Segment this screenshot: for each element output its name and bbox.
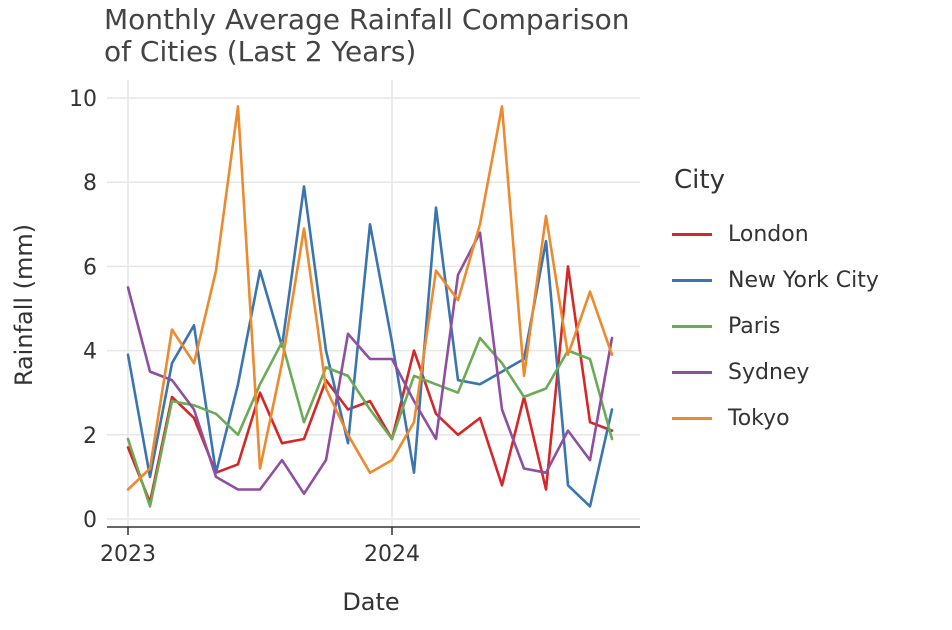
y-tick-label: 2 bbox=[83, 424, 97, 449]
legend-label: New York City bbox=[728, 267, 879, 293]
legend-swatch bbox=[672, 278, 712, 282]
series-line-paris bbox=[126, 336, 614, 508]
y-tick-label: 0 bbox=[83, 508, 97, 533]
legend-item: London bbox=[672, 211, 879, 257]
legend-items: London New York City Paris Sydney Tokyo bbox=[672, 211, 879, 441]
y-tick-label: 10 bbox=[69, 87, 97, 112]
y-tick-label: 8 bbox=[83, 171, 97, 196]
x-tick-label: 2024 bbox=[364, 542, 420, 567]
legend-title: City bbox=[674, 165, 725, 195]
chart-title: Monthly Average Rainfall Comparison of C… bbox=[104, 3, 630, 68]
legend-swatch bbox=[672, 232, 712, 236]
series-layer bbox=[126, 105, 614, 508]
legend-swatch bbox=[672, 416, 712, 420]
legend: City London New York City Paris Sydney Tokyo bbox=[672, 165, 879, 441]
legend-label: Tokyo bbox=[728, 405, 790, 431]
legend-label: London bbox=[728, 221, 809, 247]
legend-item: Paris bbox=[672, 303, 879, 349]
legend-label: Sydney bbox=[728, 359, 810, 385]
series-line-london bbox=[126, 265, 614, 504]
legend-swatch bbox=[672, 324, 712, 328]
x-tick-label: 2023 bbox=[100, 542, 156, 567]
x-axis-label: Date bbox=[342, 588, 400, 616]
legend-item: Tokyo bbox=[672, 395, 879, 441]
legend-swatch bbox=[672, 370, 712, 374]
legend-item: Sydney bbox=[672, 349, 879, 395]
legend-label: Paris bbox=[728, 313, 781, 339]
series-line-tokyo bbox=[126, 105, 614, 491]
y-tick-label: 6 bbox=[83, 255, 97, 280]
y-tick-label: 4 bbox=[83, 340, 97, 365]
series-line-sydney bbox=[126, 231, 614, 496]
legend-item: New York City bbox=[672, 257, 879, 303]
axis-layer: 2023 2024 0 2 4 6 8 10 bbox=[69, 87, 640, 567]
